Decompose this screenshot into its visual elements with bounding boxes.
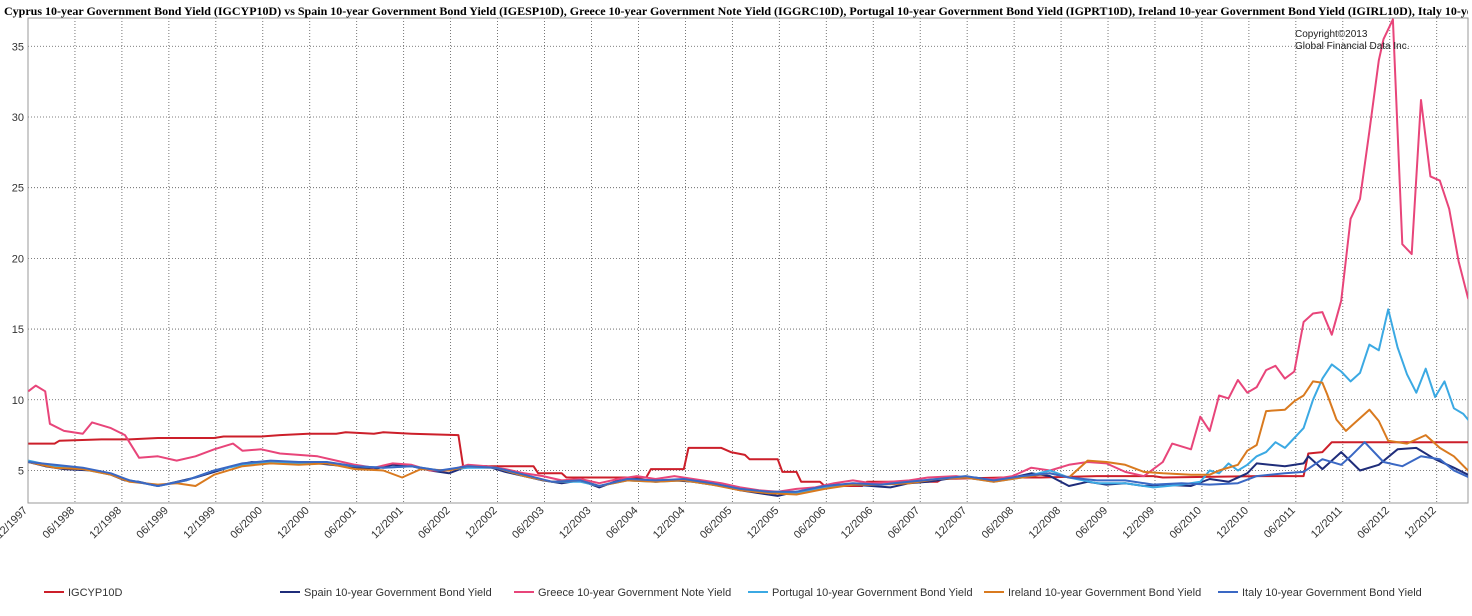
x-tick-label: 12/2005 <box>745 505 782 542</box>
copyright-line-2: Global Financial Data Inc. <box>1295 41 1410 52</box>
y-tick-label: 20 <box>12 253 24 265</box>
x-tick-label: 12/2003 <box>557 505 594 542</box>
x-axis: 12/1997 06/1998 12/1998 06/1999 12/1999 06/20… <box>0 505 1439 542</box>
x-tick-label: 06/2009 <box>1074 505 1111 542</box>
legend-label: Italy 10-year Government Bond Yield <box>1242 587 1422 599</box>
y-tick-label: 15 <box>12 324 24 336</box>
y-tick-label: 5 <box>18 465 24 477</box>
x-tick-label: 12/2008 <box>1027 505 1064 542</box>
y-tick-label: 25 <box>12 183 24 195</box>
x-tick-label: 12/1997 <box>0 505 30 542</box>
plot-frame <box>27 17 1469 504</box>
legend-label: Portugal 10-year Government Bond Yield <box>772 587 973 599</box>
chart-title: Cyprus 10-year Government Bond Yield (IG… <box>4 4 1468 18</box>
x-tick-label: 12/2010 <box>1214 505 1251 542</box>
x-tick-label: 12/2006 <box>839 505 876 542</box>
y-tick-label: 35 <box>12 41 24 53</box>
grid-lines <box>27 18 1468 503</box>
x-tick-label: 06/2011 <box>1262 505 1298 541</box>
legend-label: Ireland 10-year Government Bond Yield <box>1008 587 1201 599</box>
x-tick-label: 12/2009 <box>1120 505 1157 542</box>
x-tick-label: 12/2012 <box>1402 505 1439 542</box>
x-tick-label: 12/2011 <box>1309 505 1345 541</box>
x-tick-label: 06/2010 <box>1167 505 1204 542</box>
series-line-italy <box>28 441 1468 493</box>
x-tick-label: 06/2001 <box>322 505 359 542</box>
x-tick-label: 12/2007 <box>933 505 970 542</box>
y-tick-label: 10 <box>12 395 24 407</box>
legend-label: IGCYP10D <box>68 587 122 599</box>
x-tick-label: 06/2007 <box>886 505 923 542</box>
x-tick-label: 12/2004 <box>651 505 688 542</box>
x-tick-label: 12/1998 <box>87 505 124 542</box>
x-tick-label: 06/1998 <box>40 505 77 542</box>
series-line-ireland <box>28 380 1468 496</box>
x-tick-label: 12/2001 <box>369 505 406 542</box>
copyright-line-1: Copyright©2013 <box>1295 29 1368 40</box>
x-tick-label: 06/2008 <box>980 505 1017 542</box>
x-tick-label: 06/2012 <box>1355 505 1392 542</box>
x-tick-label: 06/2004 <box>604 505 641 542</box>
series-lines <box>28 18 1468 497</box>
x-tick-label: 12/2002 <box>463 505 500 542</box>
legend: IGCYP10D Spain 10-year Government Bond Yi… <box>44 587 1422 599</box>
series-line-igcyp10d <box>28 431 1468 487</box>
x-tick-label: 06/2002 <box>416 505 453 542</box>
x-tick-label: 12/2000 <box>275 505 312 542</box>
x-tick-label: 06/2006 <box>792 505 829 542</box>
x-tick-label: 06/2003 <box>510 505 547 542</box>
x-tick-label: 06/2005 <box>698 505 735 542</box>
x-tick-label: 06/2000 <box>228 505 265 542</box>
x-tick-label: 06/1999 <box>134 505 171 542</box>
series-line-greece <box>28 18 1468 493</box>
legend-label: Spain 10-year Government Bond Yield <box>304 587 492 599</box>
y-axis: 5 10 15 20 25 30 35 <box>12 41 24 477</box>
legend-label: Greece 10-year Government Note Yield <box>538 587 731 599</box>
x-tick-label: 12/1999 <box>181 505 218 542</box>
y-tick-label: 30 <box>12 112 24 124</box>
